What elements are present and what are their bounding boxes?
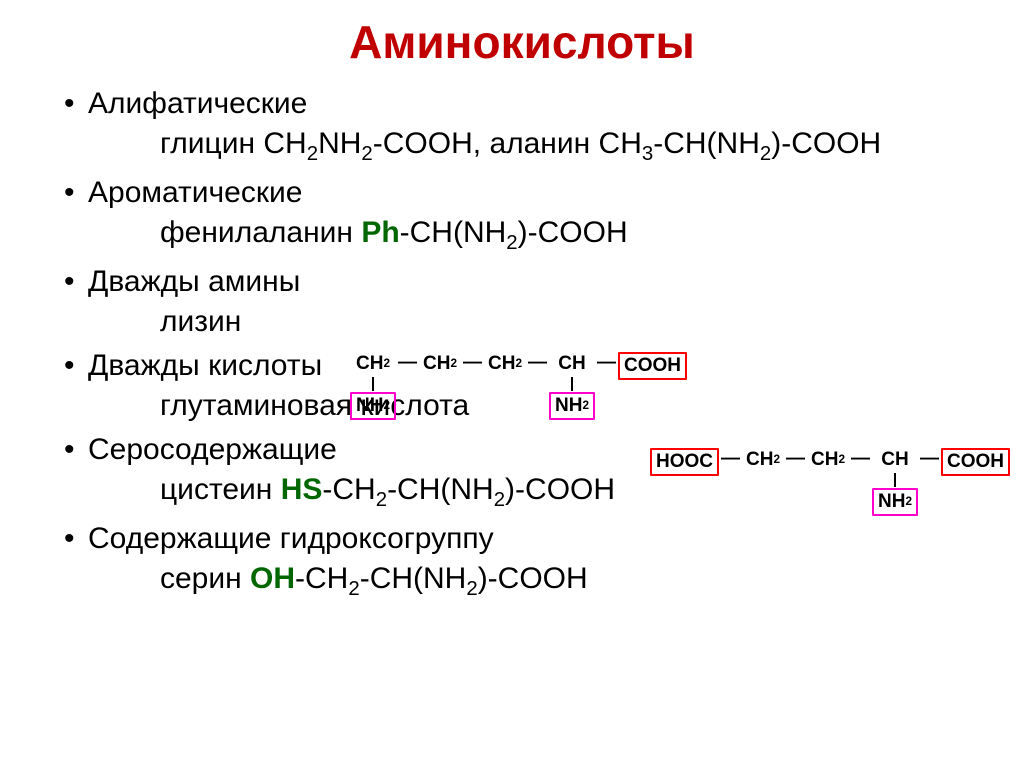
heteroatom-oh: OH bbox=[250, 562, 295, 595]
category-aromatic: Ароматические bbox=[60, 176, 984, 210]
slide-title: Аминокислоты bbox=[60, 15, 984, 69]
structure-glutamic-acid: HOOC—CH2—CH2—CHNH2—COOH bbox=[650, 448, 1010, 520]
category-list: Алифатические глицин CH2NH2-COOH, аланин… bbox=[60, 87, 984, 601]
category-diamine: Дважды амины bbox=[60, 265, 984, 299]
structure-lysine: CH2NH2—CH2—CH2—CHNH2—COOH bbox=[350, 352, 687, 424]
example-hydroxy: серин OH-CH2-CH(NH2)-COOH bbox=[60, 562, 984, 601]
example-diamine: лизин bbox=[60, 305, 984, 339]
example-aliphatic: глицин CH2NH2-COOH, аланин CH3-CH(NH2)-C… bbox=[60, 127, 984, 166]
category-aliphatic: Алифатические bbox=[60, 87, 984, 121]
heteroatom-ph: Ph bbox=[361, 216, 399, 249]
heteroatom-hs: HS bbox=[281, 473, 323, 506]
category-hydroxy: Содержащие гидроксогруппу bbox=[60, 522, 984, 556]
example-aromatic: фенилаланин Ph-CH(NH2)-COOH bbox=[60, 216, 984, 255]
